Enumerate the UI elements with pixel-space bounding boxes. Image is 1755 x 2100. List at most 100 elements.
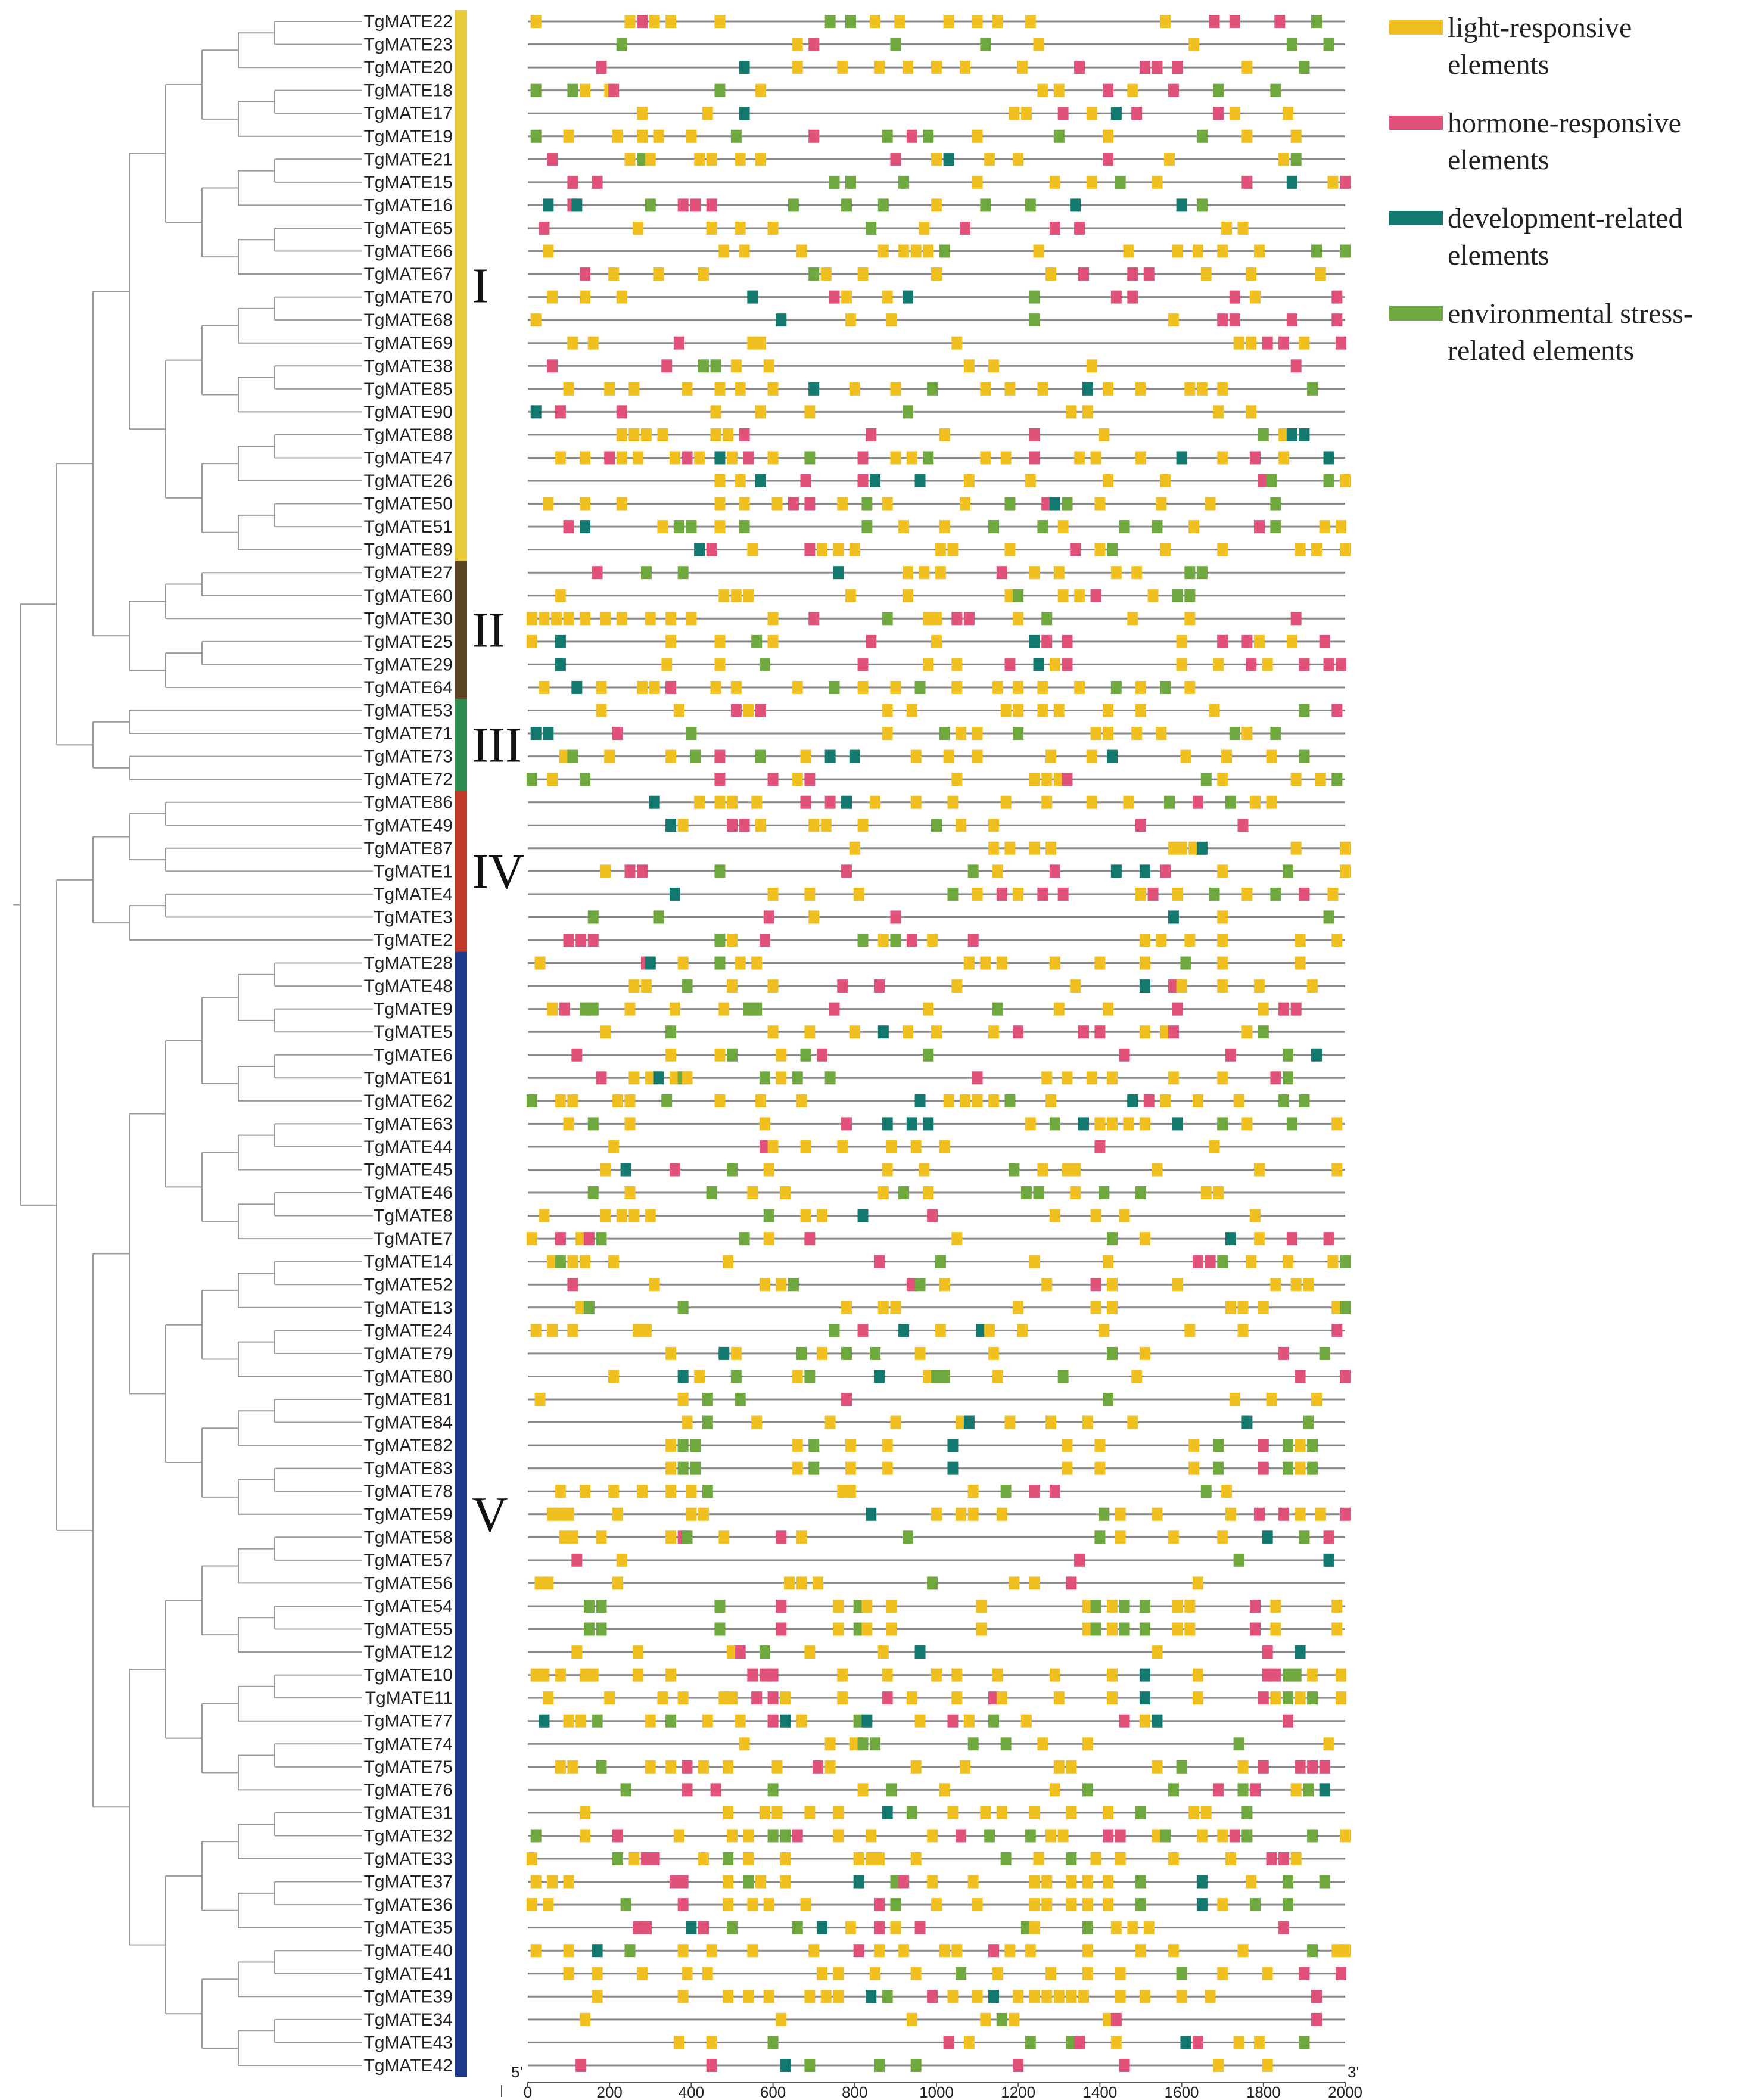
cis-element-mark	[1070, 1163, 1081, 1177]
cis-element-mark	[1041, 612, 1053, 626]
cis-element-mark	[1180, 2036, 1191, 2049]
cis-element-mark	[1282, 1255, 1293, 1268]
cis-element-mark	[1205, 1990, 1216, 2003]
gene-label: TgMATE62	[364, 1091, 453, 1111]
cis-element-mark	[767, 1714, 779, 1728]
cis-element-mark	[1278, 1852, 1290, 1865]
cis-element-mark	[1200, 1806, 1212, 1819]
cis-element-mark	[980, 2012, 991, 2026]
cis-element-mark	[841, 290, 852, 304]
cis-element-mark	[1225, 1852, 1236, 1865]
cis-element-mark	[1062, 497, 1073, 511]
cis-element-mark	[996, 887, 1007, 901]
cis-element-mark	[694, 795, 705, 809]
cis-element-mark	[1286, 1232, 1297, 1246]
cis-element-mark	[1037, 382, 1048, 396]
cis-element-mark	[1160, 680, 1171, 694]
clade-label: V	[472, 1487, 508, 1542]
cis-element-mark	[596, 1071, 607, 1085]
cis-element-mark	[796, 244, 807, 258]
gene-label: TgMATE37	[364, 1872, 453, 1892]
cis-element-mark	[543, 198, 554, 212]
cis-element-mark	[1217, 1967, 1228, 1980]
cis-element-mark	[702, 1967, 713, 1980]
cis-element-mark	[604, 749, 615, 763]
cis-element-mark	[747, 1944, 758, 1958]
cis-element-mark	[841, 795, 852, 809]
cis-element-mark	[567, 749, 578, 763]
cis-element-mark	[665, 1714, 677, 1728]
cis-element-mark	[1172, 1622, 1183, 1636]
cis-element-mark	[996, 956, 1007, 970]
cis-element-mark	[894, 15, 905, 28]
cis-element-mark	[526, 1898, 537, 1912]
cis-element-mark	[1229, 1393, 1240, 1406]
cis-element-mark	[686, 520, 697, 534]
cis-element-mark	[1225, 1232, 1236, 1246]
cis-element-mark	[1160, 1025, 1171, 1039]
cis-element-mark	[960, 497, 971, 511]
cis-element-mark	[661, 359, 673, 373]
cis-element-mark	[988, 841, 1000, 855]
cis-element-mark	[1106, 1071, 1118, 1085]
cis-element-mark	[873, 979, 885, 993]
cis-element-mark	[947, 1714, 959, 1728]
cis-element-mark	[963, 956, 975, 970]
cis-element-mark	[1290, 612, 1302, 626]
cis-element-mark	[526, 634, 537, 648]
cis-element-mark	[845, 1461, 856, 1475]
cis-element-mark	[645, 1760, 656, 1774]
cis-element-mark	[1090, 727, 1101, 741]
cis-element-mark	[1331, 1324, 1343, 1337]
cis-element-mark	[984, 1324, 995, 1337]
gene-label: TgMATE35	[364, 1918, 453, 1938]
cis-element-mark	[845, 1485, 856, 1498]
cis-element-mark	[1233, 2036, 1244, 2049]
cis-element-mark	[657, 428, 668, 441]
cis-element-mark	[857, 819, 869, 832]
cis-element-mark	[1049, 497, 1060, 511]
cis-element-mark	[649, 680, 660, 694]
cis-element-mark	[890, 1898, 901, 1912]
cis-element-mark	[555, 658, 566, 671]
cis-element-mark	[808, 819, 820, 832]
cis-element-mark	[1340, 474, 1351, 487]
cis-element-mark	[804, 2058, 816, 2072]
cis-element-mark	[947, 1461, 959, 1475]
cis-element-mark	[988, 1691, 1000, 1705]
cis-element-mark	[1103, 1393, 1114, 1406]
cis-element-mark	[547, 1324, 558, 1337]
cis-element-mark	[951, 773, 963, 786]
cis-element-mark	[1090, 1622, 1101, 1636]
cis-element-mark	[996, 566, 1007, 580]
cis-element-mark	[800, 1898, 811, 1912]
cis-element-mark	[1200, 773, 1212, 786]
cis-element-mark	[1188, 520, 1200, 534]
cis-element-mark	[939, 520, 950, 534]
cis-element-mark	[792, 1461, 803, 1475]
cis-element-mark	[1336, 1691, 1347, 1705]
cis-element-mark	[976, 1622, 987, 1636]
cis-element-mark	[1196, 382, 1208, 396]
cis-element-mark	[1103, 129, 1114, 143]
cis-element-mark	[849, 749, 860, 763]
cis-element-mark	[1049, 1485, 1060, 1498]
cis-element-mark	[1037, 1163, 1048, 1177]
gene-label: TgMATE12	[364, 1642, 453, 1662]
cis-element-mark	[886, 1140, 897, 1153]
cis-element-mark	[677, 1461, 689, 1475]
cis-element-mark	[640, 566, 652, 580]
cis-element-mark	[1241, 175, 1253, 189]
cis-element-mark	[857, 451, 869, 465]
cis-element-mark	[1311, 1048, 1322, 1062]
cis-element-mark	[604, 1691, 615, 1705]
cis-element-mark	[1106, 1668, 1118, 1682]
cis-element-mark	[600, 612, 611, 626]
cis-element-mark	[1053, 1691, 1065, 1705]
cis-element-mark	[1295, 1507, 1306, 1521]
cis-element-mark	[539, 612, 550, 626]
cis-element-mark	[1246, 658, 1257, 671]
cis-element-mark	[906, 1117, 917, 1131]
cis-element-mark	[1176, 1967, 1187, 1980]
cis-element-mark	[1053, 1760, 1065, 1774]
